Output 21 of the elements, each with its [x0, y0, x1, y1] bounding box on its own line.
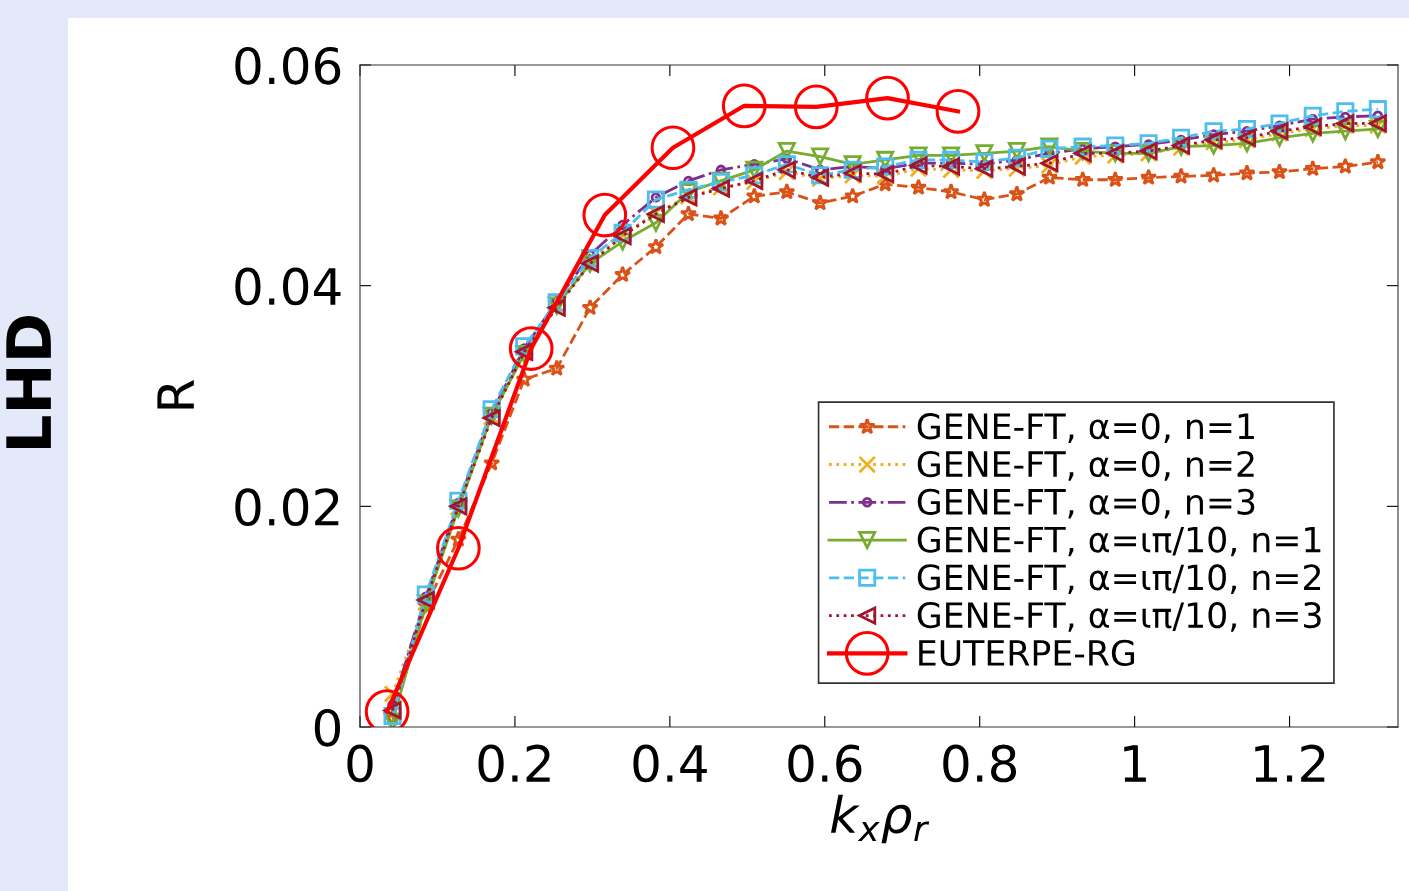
y-tick-label: 0.06 [235, 46, 341, 85]
x-tick-label: 0.2 [478, 744, 550, 783]
legend-label: GENE-FT, α=0, n=2 [917, 450, 1254, 481]
legend-label: EUTERPE-RG [919, 639, 1135, 667]
x-tick-label: 0.6 [788, 744, 862, 783]
x-tick-label: 0.4 [633, 744, 707, 783]
legend-label: GENE-FT, α=ιπ/10, n=2 [917, 564, 1321, 595]
y-tick-label: 0.04 [235, 267, 341, 306]
x-tick-label: 0 [347, 744, 373, 783]
legend-label: GENE-FT, α=ιπ/10, n=1 [917, 526, 1321, 557]
legend-label: GENE-FT, α=ιπ/10, n=3 [917, 601, 1321, 632]
y-tick-label: 0 [314, 708, 341, 747]
text: LHD [6, 315, 51, 448]
x-axis-title: k$_{x}$ρ$_{r}$ [831, 794, 930, 844]
legend-label: GENE-FT, α=0, n=1 [917, 413, 1254, 443]
x-tick-label: 1 [1124, 745, 1146, 782]
x-tick-label: 1.2 [1255, 744, 1325, 782]
y-tick-label: 0.02 [235, 488, 339, 527]
x-tick-label: 0.8 [943, 744, 1017, 783]
legend-label: GENE-FT, α=0, n=3 [917, 488, 1255, 519]
y-axis-title: R [157, 380, 194, 409]
